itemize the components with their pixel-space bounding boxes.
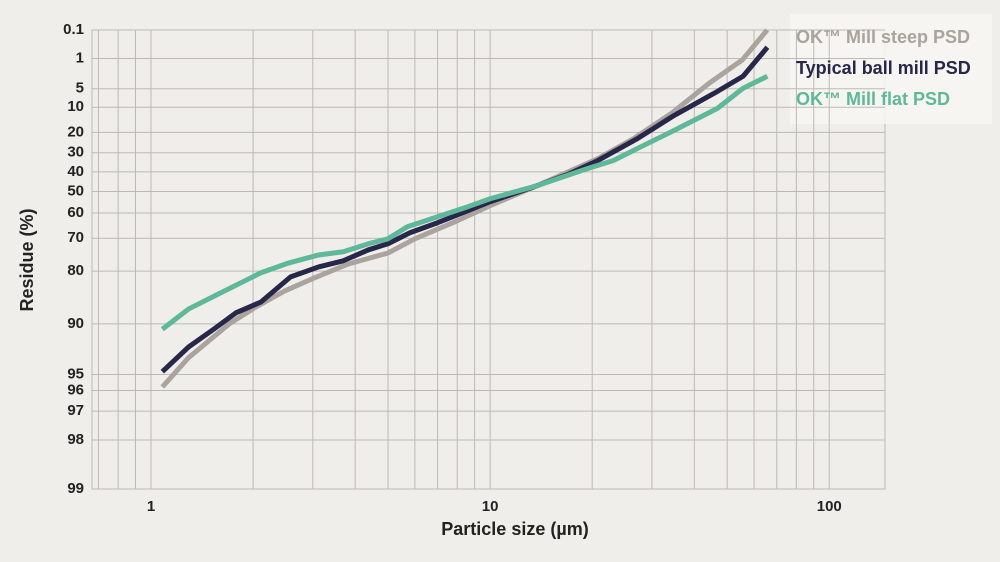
- y-tick-label: 0.1: [63, 21, 84, 38]
- legend-box: [790, 14, 992, 124]
- y-tick-label: 97: [67, 402, 84, 419]
- legend-entry: Typical ball mill PSD: [796, 58, 971, 78]
- y-tick-label: 60: [67, 204, 84, 221]
- y-axis-label: Residue (%): [17, 208, 37, 311]
- x-tick-label: 100: [817, 498, 842, 515]
- x-tick-label: 10: [482, 498, 499, 515]
- y-tick-label: 99: [67, 480, 84, 497]
- series-line: [160, 74, 769, 332]
- y-tick-label: 1: [76, 49, 84, 66]
- y-tick-label: 30: [67, 144, 84, 161]
- y-tick-label: 95: [67, 365, 84, 382]
- y-tick-label: 50: [67, 183, 84, 200]
- y-tick-label: 10: [67, 98, 84, 115]
- legend-entry: OK™ Mill steep PSD: [796, 27, 970, 47]
- y-tick-label: 5: [76, 80, 84, 97]
- y-tick-label: 70: [67, 229, 84, 246]
- y-tick-label: 96: [67, 381, 84, 398]
- series-line: [160, 45, 770, 374]
- x-tick-label: 1: [147, 498, 155, 515]
- legend-entry: OK™ Mill flat PSD: [796, 89, 950, 109]
- x-axis-label: Particle size (µm): [441, 519, 588, 539]
- y-tick-label: 98: [67, 431, 84, 448]
- y-tick-label: 40: [67, 163, 84, 180]
- y-tick-label: 20: [67, 123, 84, 140]
- y-tick-label: 80: [67, 262, 84, 279]
- y-tick-label: 90: [67, 315, 84, 332]
- series-line: [160, 28, 770, 389]
